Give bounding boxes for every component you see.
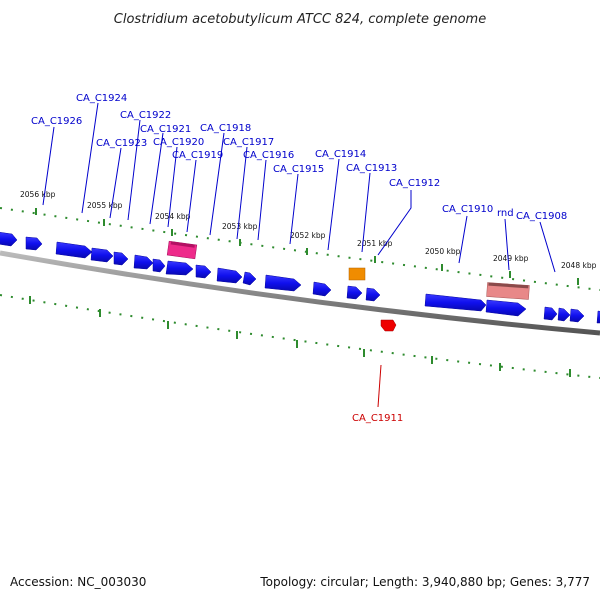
rrna-feature-top [488,282,529,289]
gene-arrow [152,258,166,273]
reverse-scale-track [0,294,600,379]
gene-arrow [113,251,129,266]
gene-arrow [264,274,302,292]
gene-arrow [365,287,381,302]
misc-feature [348,267,366,281]
gene-label-ca-c1908: CA_C1908 [516,211,567,222]
leader-line-ca-c1911 [377,364,382,408]
gene-arrow [543,306,558,321]
leader-line-ca-c1926 [42,126,55,206]
leader-line-ca-c1914 [327,158,340,251]
gene-label-ca-c1917: CA_C1917 [223,137,274,148]
forward-scale-ticks [35,208,579,285]
kbp-label-2055: 2055 kbp [87,201,123,210]
gene-label-ca-c1915: CA_C1915 [273,164,324,175]
gene-label-ca-c1918: CA_C1918 [200,123,251,134]
leader-line-ca-c1920 [167,146,178,228]
gene-arrow [424,293,487,312]
gene-label-ca-c1921: CA_C1921 [140,124,191,135]
leader-line-rnd [504,218,510,271]
gene-leader-lines [42,102,556,273]
leader-line-ca-c1919 [186,159,197,233]
gene-label-ca-c1923: CA_C1923 [96,138,147,149]
genome-backbone [0,250,600,336]
leader-line-ca-c1917 [236,146,248,240]
gene-label-ca-c1910: CA_C1910 [442,204,493,215]
leader-line-ca-c1912 [377,190,412,256]
accession-text: Accession: NC_003030 [10,575,146,589]
genome-title: Clostridium acetobutylicum ATCC 824, com… [114,12,486,27]
leader-line-ca-c1918 [209,132,225,236]
gene-label-ca-c1913: CA_C1913 [346,163,397,174]
kbp-labels: 2056 kbp 2055 kbp 2054 kbp 2053 kbp 2052… [20,190,597,270]
leader-line-ca-c1913 [361,172,371,253]
kbp-label-2049: 2049 kbp [493,254,529,263]
gene-arrow [557,307,571,322]
leader-line-ca-c1923 [109,147,122,219]
gene-label-ca-c1919: CA_C1919 [172,150,223,161]
gene-arrow [0,232,18,247]
kbp-label-2050: 2050 kbp [425,247,461,256]
gene-arrow [216,267,243,284]
gene-label-ca-c1924: CA_C1924 [76,93,127,104]
gene-arrow [55,241,93,259]
leader-line-ca-c1924 [81,102,99,214]
gene-label-ca-c1922: CA_C1922 [120,110,171,121]
gene-arrow [485,299,527,317]
leader-line-ca-c1915 [289,173,299,245]
kbp-label-2048: 2048 kbp [561,261,597,270]
kbp-label-2052: 2052 kbp [290,231,326,240]
gene-arrow [165,260,194,276]
gene-label-ca-c1920: CA_C1920 [153,137,204,148]
leader-line-ca-c1908 [539,221,556,273]
gene-label-ca-c1926: CA_C1926 [31,116,82,127]
gene-arrow [346,285,363,300]
gene-label-rnd: rnd [497,208,514,219]
gene-label-ca-c1911: CA_C1911 [352,413,403,424]
gene-label-ca-c1916: CA_C1916 [243,150,294,161]
gene-arrow [596,310,600,324]
topology-text: Topology: circular; Length: 3,940,880 bp… [259,575,590,589]
gene-arrow [195,264,212,279]
gene-arrow [25,236,43,251]
gene-arrow [90,247,114,263]
reverse-gene-ca-c1911 [380,319,397,332]
kbp-label-2053: 2053 kbp [222,222,258,231]
gene-arrow [133,254,154,270]
trna-feature-top [170,241,195,248]
gene-arrow [312,281,332,297]
forward-scale-track [0,207,600,291]
leader-line-ca-c1921 [149,132,164,225]
kbp-label-2054: 2054 kbp [155,212,191,221]
leader-line-ca-c1910 [458,215,468,264]
gene-arrow [569,308,585,323]
forward-genes [0,232,600,324]
gene-label-ca-c1912: CA_C1912 [389,178,440,189]
leader-line-ca-c1922 [127,119,141,221]
gene-arrow [242,271,257,286]
gene-label-ca-c1914: CA_C1914 [315,149,366,160]
leader-line-ca-c1916 [257,159,267,241]
kbp-label-2051: 2051 kbp [357,239,393,248]
reverse-scale-ticks [29,296,571,377]
gene-labels: CA_C1926 CA_C1924 CA_C1923 CA_C1922 CA_C… [31,93,567,424]
kbp-label-2056: 2056 kbp [20,190,56,199]
